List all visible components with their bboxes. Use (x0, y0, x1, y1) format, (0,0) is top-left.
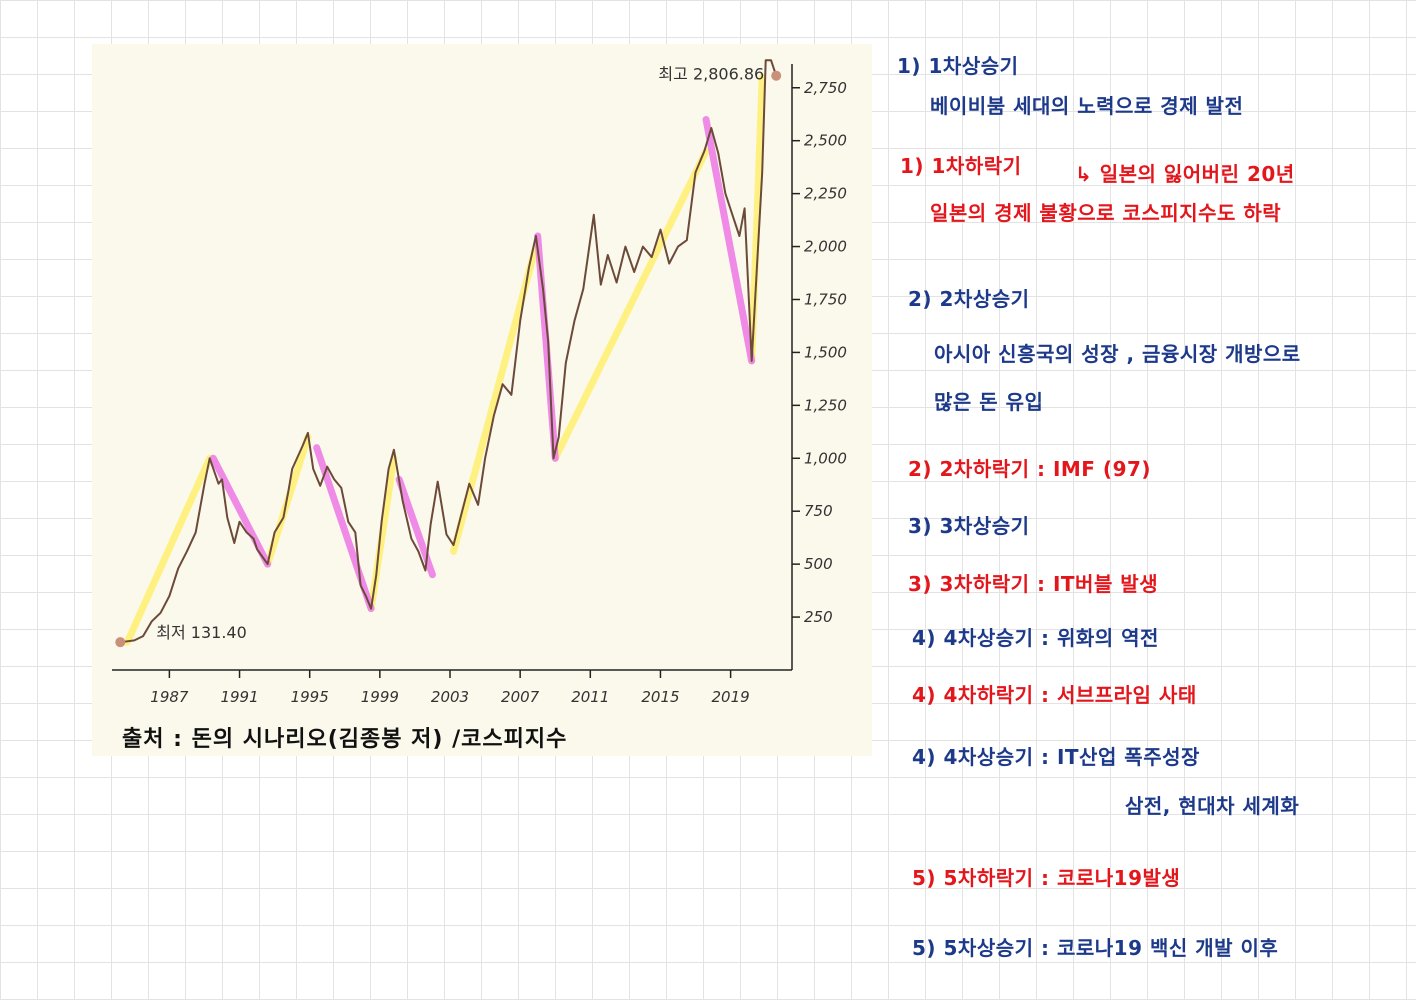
note-fall-5: 5) 5차하락기 : 코로나19발생 (912, 866, 1181, 890)
note-fall-1-title: 1) 1차하락기 (900, 154, 1022, 178)
uptrend-highlight-4 (450, 243, 540, 555)
x-tick-label-3: 1995 (291, 688, 329, 706)
y-tick-label-11: 2,750 (804, 79, 847, 97)
y-tick-label-8: 2,000 (804, 238, 847, 256)
uptrend-highlight-2 (264, 433, 312, 568)
y-tick-label-9: 2,250 (804, 185, 847, 203)
min-point-label: 최저 131.40 (156, 623, 247, 642)
note-fall-1-desc: 일본의 경제 불황으로 코스피지수도 하락 (930, 201, 1282, 225)
y-tick-label-7: 1,750 (804, 290, 847, 308)
uptrend-highlight-5 (551, 147, 710, 462)
note-rise-4b-desc: 삼전, 현대차 세계화 (1125, 794, 1300, 818)
note-fall-1-aside: ↳ 일본의 잃어버린 20년 (1075, 162, 1295, 186)
note-rise-1-title: 1) 1차상승기 (897, 54, 1019, 78)
downtrend-highlight-2 (313, 444, 375, 613)
source-caption: 출처 : 돈의 시나리오(김종봉 저) /코스피지수 (122, 727, 568, 752)
downtrend-highlight-5 (702, 116, 756, 365)
note-rise-4: 4) 4차상승기 : 위화의 역전 (912, 626, 1159, 650)
y-tick-label-3: 750 (804, 502, 833, 520)
y-tick-label-4: 1,000 (804, 449, 847, 467)
min-point-marker (115, 637, 126, 648)
note-fall-3: 3) 3차하락기 : IT버블 발생 (908, 572, 1159, 596)
x-tick-label-9: 2019 (712, 688, 750, 706)
max-point-label: 최고 2,806.86 (658, 65, 764, 84)
note-rise-2-title: 2) 2차상승기 (908, 287, 1030, 311)
downtrend-highlight-1 (209, 454, 272, 568)
uptrend-highlight-1 (123, 454, 214, 646)
note-rise-2-desc-2: 많은 돈 유입 (934, 390, 1044, 414)
chart-card: 250 500 750 1,000 1,250 1,500 1,750 2,000 2,250 2… (92, 44, 872, 756)
x-tick-label-4: 1999 (361, 688, 399, 706)
x-tick-label-2: 1991 (220, 688, 258, 706)
note-rise-1-desc: 베이비붐 세대의 노력으로 경제 발전 (930, 94, 1244, 118)
note-rise-3: 3) 3차상승기 (908, 514, 1030, 538)
y-tick-label-10: 2,500 (804, 132, 847, 150)
note-fall-2: 2) 2차하락기 : IMF (97) (908, 457, 1152, 481)
kospi-series-line (120, 59, 778, 644)
note-rise-4b: 4) 4차상승기 : IT산업 폭주성장 (912, 745, 1200, 769)
y-tick-label-2: 500 (804, 555, 833, 573)
x-tick-label-8: 2015 (641, 688, 679, 706)
y-tick-label-5: 1,250 (804, 396, 847, 414)
max-point-marker (771, 70, 782, 81)
x-tick-label-5: 2003 (431, 688, 469, 706)
x-tick-label-7: 2011 (571, 688, 609, 706)
kospi-chart: 250 500 750 1,000 1,250 1,500 1,750 2,000 2,250 2… (112, 59, 847, 706)
note-fall-4: 4) 4차하락기 : 서브프라임 사태 (912, 683, 1197, 707)
y-tick-label-1: 250 (804, 608, 833, 626)
y-tick-label-6: 1,500 (804, 343, 847, 361)
x-tick-label-1: 1987 (150, 688, 189, 706)
note-rise-2-desc: 아시아 신흥국의 성장 , 금융시장 개방으로 (934, 342, 1301, 366)
note-rise-5: 5) 5차상승기 : 코로나19 백신 개발 이후 (912, 936, 1279, 960)
x-tick-label-6: 2007 (501, 688, 540, 706)
